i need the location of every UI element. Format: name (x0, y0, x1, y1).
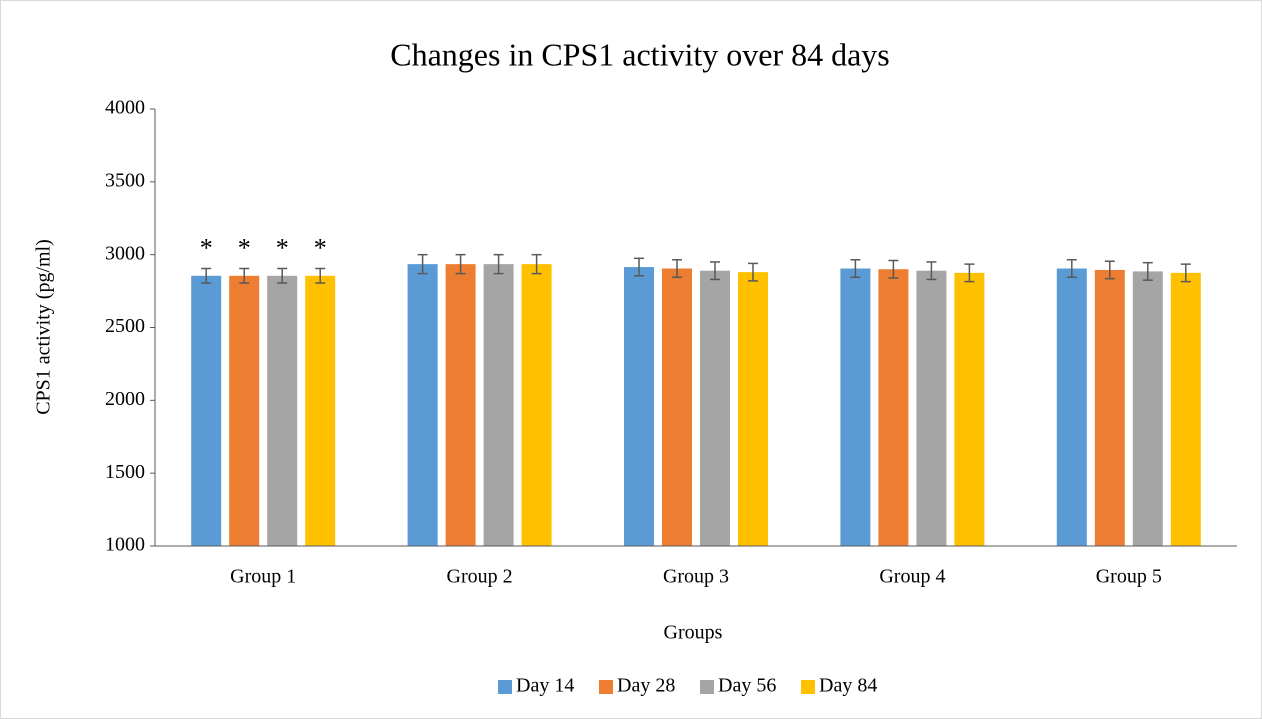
legend-label: Day 28 (617, 675, 675, 697)
bar (267, 275, 298, 546)
bar (229, 275, 260, 546)
legend-label: Day 56 (718, 675, 776, 697)
legend-swatch (700, 680, 714, 694)
bar (1132, 271, 1163, 546)
bar (700, 270, 730, 546)
bar (1170, 272, 1201, 546)
bar (662, 268, 692, 546)
x-tick-label: Group 4 (879, 566, 945, 588)
bar (1094, 269, 1125, 546)
y-tick-label: 3000 (105, 242, 145, 264)
x-tick-label: Group 2 (447, 566, 513, 588)
legend-swatch (801, 680, 815, 694)
bar (916, 270, 947, 546)
bar (1056, 268, 1087, 546)
y-tick-label: 2500 (105, 315, 145, 337)
y-tick-label: 2000 (105, 388, 145, 410)
y-tick-label: 1500 (105, 461, 145, 483)
legend-swatch (498, 680, 512, 694)
y-tick-label: 1000 (105, 534, 145, 556)
y-tick-label: 4000 (105, 97, 145, 119)
x-tick-label: Group 1 (230, 566, 296, 588)
bar (445, 264, 476, 546)
legend-swatch (599, 680, 613, 694)
bar (191, 275, 222, 546)
bar (521, 264, 552, 546)
x-tick-label: Group 3 (663, 566, 729, 588)
y-tick-label: 3500 (105, 169, 145, 191)
bar (624, 267, 654, 546)
bar (483, 264, 514, 546)
bar (407, 264, 438, 546)
annotation: * (276, 233, 289, 262)
annotation: * (314, 233, 327, 262)
legend-label: Day 14 (516, 675, 574, 697)
bar (954, 272, 985, 546)
x-tick-label: Group 5 (1096, 566, 1162, 588)
bar (738, 272, 768, 546)
legend-label: Day 84 (819, 675, 877, 697)
y-axis-label: CPS1 activity (pg/ml) (33, 239, 55, 415)
chart-title: Changes in CPS1 activity over 84 days (390, 36, 890, 72)
annotation: * (200, 233, 213, 262)
annotation: * (238, 233, 251, 262)
bar (305, 275, 336, 546)
bar (840, 268, 871, 546)
x-axis-label: Groups (664, 622, 723, 644)
bar (878, 269, 909, 546)
